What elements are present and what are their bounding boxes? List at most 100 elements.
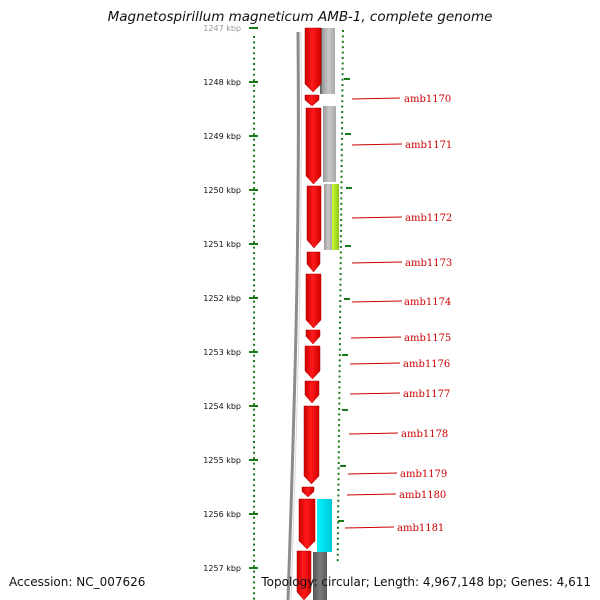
minor-tick xyxy=(253,478,255,481)
minor-tick xyxy=(336,559,339,562)
gene-label[interactable]: amb1175 xyxy=(404,333,451,344)
minor-tick xyxy=(253,381,255,384)
minor-tick xyxy=(253,203,255,206)
gene-label[interactable]: amb1171 xyxy=(405,140,452,151)
gene-label[interactable]: amb1179 xyxy=(400,469,447,480)
reverse-gene-block[interactable] xyxy=(324,184,332,250)
gene-label-leader xyxy=(351,216,403,219)
forward-gene-arrow[interactable] xyxy=(304,380,320,404)
gene-label-leader xyxy=(346,493,397,496)
minor-tick xyxy=(341,121,344,124)
forward-gene-arrow[interactable] xyxy=(298,498,316,550)
minor-tick xyxy=(337,489,340,491)
minor-tick xyxy=(341,51,344,54)
reverse-gene-block[interactable] xyxy=(322,28,335,94)
minor-tick xyxy=(253,138,255,141)
minor-tick xyxy=(253,133,255,136)
minor-tick xyxy=(253,387,255,389)
forward-gene-arrow[interactable] xyxy=(306,251,321,273)
reverse-gene-block[interactable] xyxy=(323,106,336,182)
minor-tick xyxy=(341,132,343,135)
minor-tick xyxy=(253,403,255,406)
minor-tick xyxy=(337,505,340,508)
minor-tick xyxy=(253,311,255,314)
minor-tick xyxy=(340,170,343,173)
minor-tick xyxy=(253,295,255,298)
minor-tick xyxy=(253,316,255,319)
minor-tick xyxy=(253,365,255,368)
forward-gene-arrow[interactable] xyxy=(305,273,322,329)
minor-tick xyxy=(253,41,255,44)
reverse-gene-block[interactable] xyxy=(313,552,327,600)
gene-label[interactable]: amb1181 xyxy=(397,523,444,534)
minor-tick xyxy=(336,548,339,551)
gene-label[interactable]: amb1176 xyxy=(403,359,450,370)
minor-tick xyxy=(253,565,255,568)
minor-tick xyxy=(253,397,255,400)
gene-label[interactable]: amb1180 xyxy=(399,490,446,501)
forward-gene-arrow[interactable] xyxy=(305,329,321,345)
forward-gene-arrow[interactable] xyxy=(304,345,321,380)
gene-label-layer: amb1170 amb1171 amb1172 amb1173 amb1174 amb11… xyxy=(344,94,452,534)
minor-tick xyxy=(338,413,341,416)
minor-tick xyxy=(253,408,255,411)
minor-tick xyxy=(339,305,342,308)
forward-gene-arrow[interactable] xyxy=(305,107,322,185)
minor-tick xyxy=(340,159,343,162)
minor-tick xyxy=(336,543,339,545)
minor-tick xyxy=(341,35,344,38)
minor-tick xyxy=(253,559,255,562)
minor-tick xyxy=(253,90,255,92)
gene-label[interactable]: amb1174 xyxy=(404,297,451,308)
forward-gene-arrow[interactable] xyxy=(296,550,312,600)
minor-tick xyxy=(253,176,255,179)
minor-tick xyxy=(253,457,255,460)
minor-tick xyxy=(253,246,255,249)
forward-gene-arrow[interactable] xyxy=(303,405,320,485)
gene-label-leader xyxy=(348,432,399,435)
minor-tick xyxy=(341,46,344,49)
gene-label[interactable]: amb1173 xyxy=(405,258,452,269)
scale-label: 1256 kbp xyxy=(203,510,241,519)
genome-backbone-inner xyxy=(290,31,302,600)
forward-gene-arrow[interactable] xyxy=(306,185,322,249)
minor-tick xyxy=(339,256,342,259)
gene-label[interactable]: amb1178 xyxy=(401,429,448,440)
forward-gene-arrow[interactable] xyxy=(301,486,315,498)
minor-tick xyxy=(336,537,339,540)
minor-tick xyxy=(337,532,339,535)
minor-tick xyxy=(338,429,340,432)
scale-label: 1250 kbp xyxy=(203,186,241,195)
forward-gene-arrow[interactable] xyxy=(304,94,320,107)
minor-tick xyxy=(340,186,343,189)
minor-tick xyxy=(253,187,255,190)
minor-tick xyxy=(253,235,255,238)
minor-tick xyxy=(341,78,344,81)
minor-tick xyxy=(341,127,343,130)
gene-label[interactable]: amb1177 xyxy=(403,389,450,400)
minor-tick xyxy=(338,375,341,378)
minor-tick xyxy=(341,73,344,76)
minor-tick xyxy=(253,122,255,125)
gene-label[interactable]: amb1170 xyxy=(404,94,451,105)
forward-gene-arrow[interactable] xyxy=(304,27,322,93)
minor-tick xyxy=(337,440,340,443)
minor-tick xyxy=(253,473,255,476)
scale-label: 1249 kbp xyxy=(203,132,241,141)
minor-tick xyxy=(341,57,344,59)
minor-tick xyxy=(253,370,255,373)
minor-tick xyxy=(253,343,255,346)
scale-label: 1254 kbp xyxy=(203,402,241,411)
accession-label: Accession: NC_007626 xyxy=(9,575,146,589)
highlighted-gene-block[interactable] xyxy=(332,184,339,250)
minor-tick xyxy=(337,456,340,459)
minor-tick xyxy=(341,116,344,119)
minor-tick xyxy=(337,467,340,470)
minor-tick xyxy=(337,510,340,513)
minor-tick xyxy=(337,472,340,475)
minor-tick xyxy=(253,522,255,524)
minor-tick xyxy=(253,154,255,157)
highlighted-gene-block[interactable] xyxy=(317,499,332,552)
minor-tick xyxy=(253,84,255,87)
gene-label[interactable]: amb1172 xyxy=(405,213,452,224)
